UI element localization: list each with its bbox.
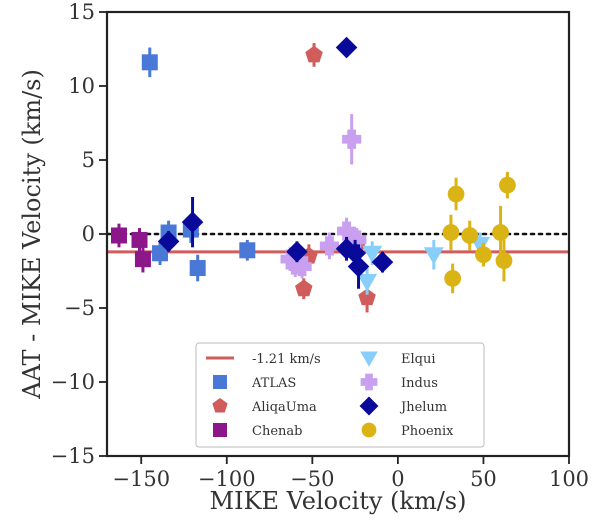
- x-tick-label: 50: [470, 467, 497, 491]
- series-chenab: [110, 223, 151, 273]
- legend-entry-aliqauma: AliqaUma: [212, 397, 317, 415]
- y-tick-label: −10: [51, 370, 95, 394]
- legend-marker-swatch: [360, 373, 378, 391]
- elqui-point: [357, 273, 378, 292]
- chenab-point: [110, 227, 127, 244]
- jhelum-point: [286, 240, 308, 263]
- atlas-point: [141, 54, 158, 71]
- phoenix-point: [492, 224, 509, 241]
- atlas-point: [239, 242, 256, 259]
- indus-point: [319, 236, 340, 256]
- phoenix-point: [495, 252, 513, 270]
- legend-marker-swatch: [212, 397, 228, 413]
- x-axis-label: MIKE Velocity (km/s): [210, 487, 467, 515]
- legend-marker-swatch: [213, 375, 227, 389]
- data-series: [110, 36, 516, 313]
- legend-entry-phoenix: Phoenix: [361, 422, 454, 439]
- legend-label: Chenab: [252, 424, 302, 439]
- jhelum-point: [371, 251, 394, 273]
- y-axis-label: AAT - MIKE Velocity (km/s): [18, 69, 46, 400]
- legend-label: AliqaUma: [251, 400, 317, 415]
- chenab-point: [131, 231, 148, 248]
- y-axis: −15 −10 −5 0 5 10 15: [51, 0, 107, 468]
- indus-point: [292, 256, 312, 277]
- legend-entry-1-21-km-s: -1.21 km/s: [206, 352, 321, 367]
- legend-marker-swatch: [360, 351, 378, 367]
- phoenix-point: [444, 270, 462, 287]
- y-tick-label: 10: [68, 74, 95, 98]
- phoenix-point: [499, 176, 516, 194]
- legend-marker-swatch: [359, 396, 379, 416]
- legend-label: Jhelum: [399, 400, 447, 415]
- chenab-point: [134, 251, 151, 268]
- legend-marker-swatch: [213, 423, 227, 437]
- phoenix-point: [447, 185, 465, 203]
- y-tick-label: 15: [68, 0, 95, 24]
- legend-box: [195, 342, 485, 448]
- legend-label: ATLAS: [251, 376, 296, 391]
- legend-label: -1.21 km/s: [252, 352, 321, 367]
- indus-point: [347, 230, 367, 250]
- elqui-point: [423, 247, 444, 265]
- jhelum-point: [347, 255, 370, 278]
- aliqauma-point: [295, 279, 313, 297]
- legend-entry-atlas: ATLAS: [213, 375, 296, 391]
- aliqauma-point: [358, 288, 376, 306]
- x-tick-label: −100: [198, 467, 256, 491]
- series-phoenix: [442, 171, 516, 294]
- indus-point: [336, 221, 357, 241]
- x-axis: −150 −100 −50 0 50 100: [112, 456, 589, 491]
- legend-label: Elqui: [401, 352, 436, 367]
- series-jhelum: [157, 36, 394, 289]
- phoenix-point: [475, 246, 492, 264]
- legend-marker-swatch: [361, 422, 377, 438]
- legend: -1.21 km/s Elqui ATLAS Indus AliqaUma Jhelum C…: [195, 342, 485, 448]
- y-tick-label: 0: [82, 222, 95, 246]
- legend-entry-indus: Indus: [360, 373, 438, 391]
- jhelum-point: [335, 238, 358, 260]
- jhelum-point: [181, 211, 204, 233]
- legend-label: Phoenix: [401, 424, 454, 439]
- legend-entry-elqui: Elqui: [360, 351, 436, 367]
- indus-point: [342, 129, 362, 149]
- phoenix-point: [461, 227, 479, 244]
- y-tick-label: 5: [82, 148, 95, 172]
- x-tick-label: 100: [549, 467, 589, 491]
- jhelum-point: [344, 242, 366, 265]
- atlas-point: [189, 260, 206, 277]
- aliqauma-point: [305, 45, 323, 63]
- atlas-point: [152, 245, 169, 262]
- x-tick-label: −50: [290, 467, 334, 491]
- elqui-point: [362, 245, 383, 264]
- legend-entry-chenab: Chenab: [213, 423, 302, 439]
- y-tick-label: −5: [64, 296, 95, 320]
- legend-label: Indus: [401, 376, 438, 391]
- x-tick-label: −150: [112, 467, 170, 491]
- jhelum-point: [335, 36, 358, 59]
- x-tick-label: 0: [391, 467, 404, 491]
- legend-entry-jhelum: Jhelum: [359, 396, 447, 416]
- y-tick-label: −15: [51, 444, 95, 468]
- phoenix-point: [442, 224, 460, 241]
- jhelum-point: [157, 230, 180, 253]
